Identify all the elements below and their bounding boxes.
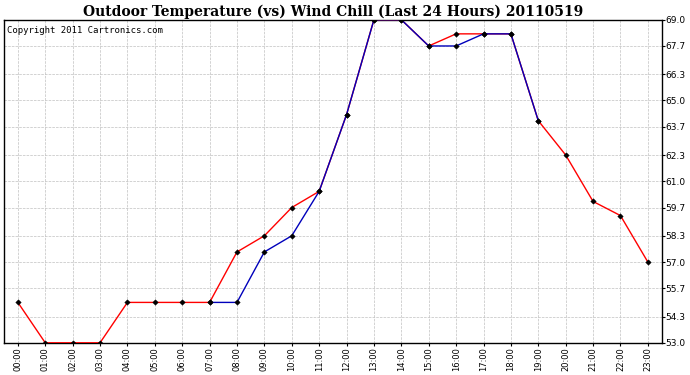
Title: Outdoor Temperature (vs) Wind Chill (Last 24 Hours) 20110519: Outdoor Temperature (vs) Wind Chill (Las… — [83, 4, 583, 18]
Text: Copyright 2011 Cartronics.com: Copyright 2011 Cartronics.com — [8, 26, 164, 35]
